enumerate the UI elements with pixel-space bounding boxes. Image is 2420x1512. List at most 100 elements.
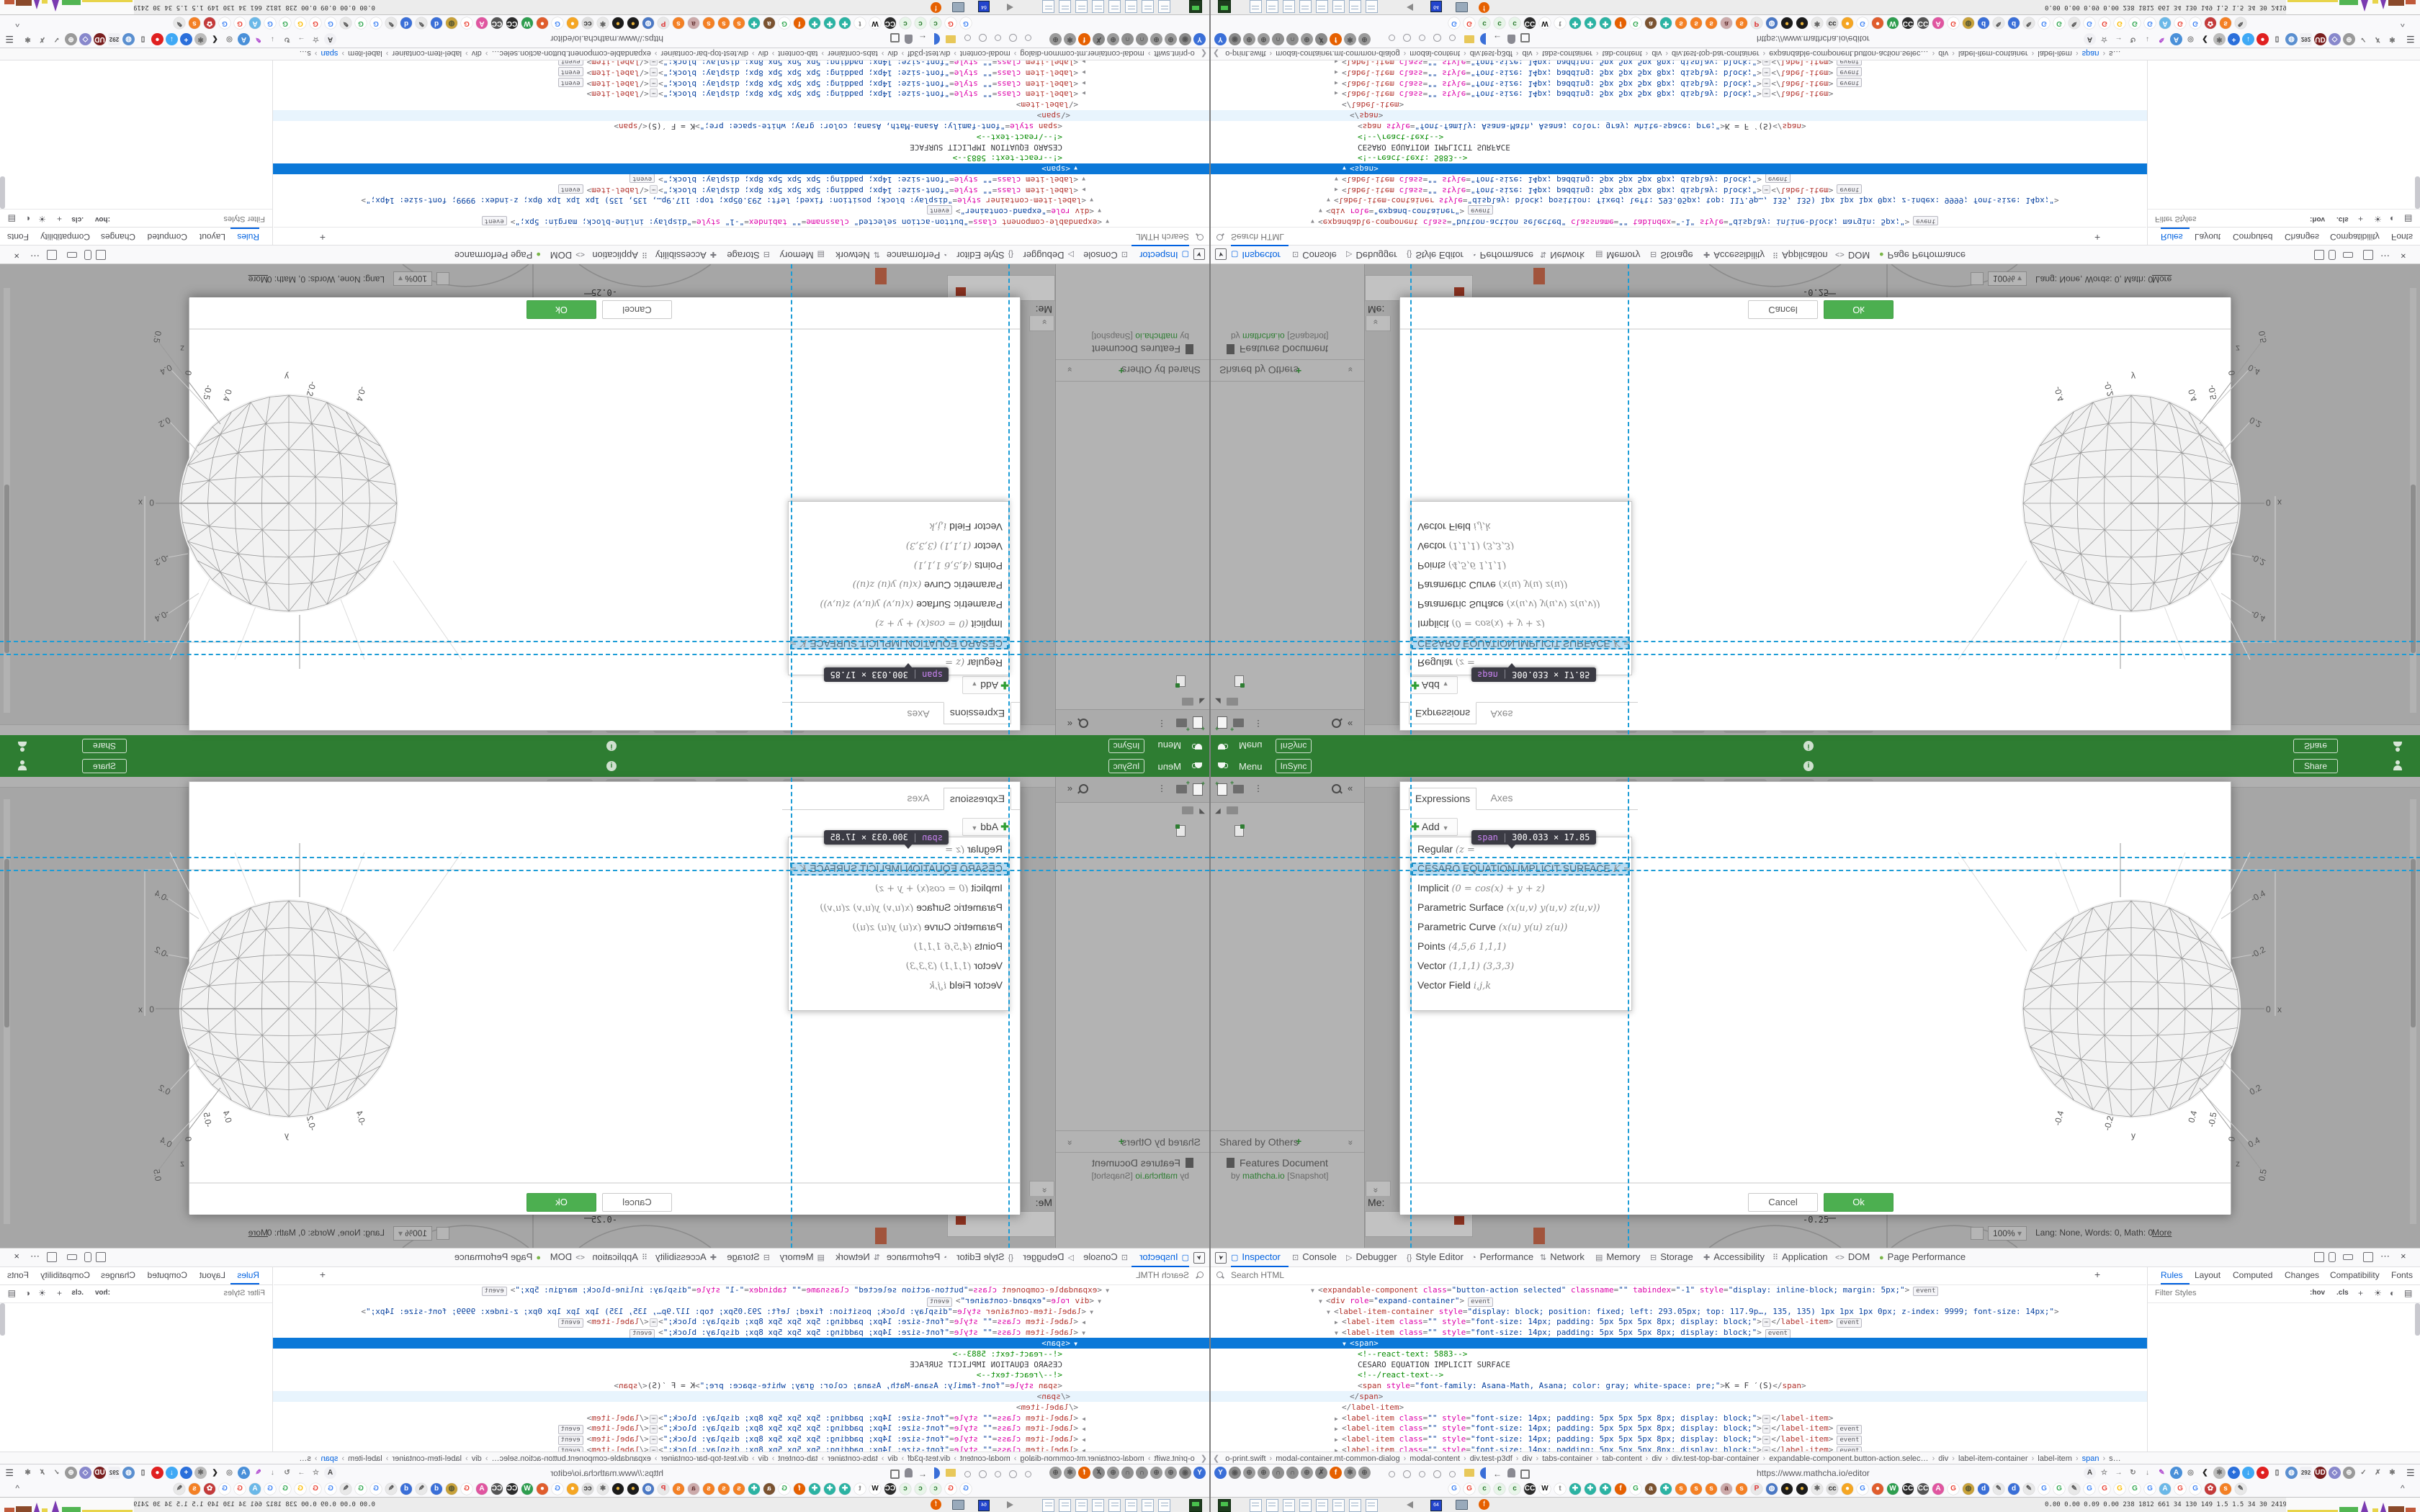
pick-element-icon[interactable]	[1193, 1252, 1205, 1264]
folder-icon[interactable]	[946, 1469, 956, 1477]
pseudo-class-toggle[interactable]: :hov	[94, 1289, 110, 1297]
bookmark-favicon[interactable]: ●	[567, 17, 578, 29]
extension-icon[interactable]: ✎	[252, 33, 264, 45]
extension-icon[interactable]: ✗	[1315, 1467, 1327, 1479]
extension-icon[interactable]: →	[295, 33, 308, 45]
markup-line[interactable]: ▶<label-item class="" style="font-size: …	[1211, 60, 2147, 68]
bookmark-favicon[interactable]: G	[1630, 1483, 1641, 1495]
print-sim-icon[interactable]: ▤	[7, 214, 16, 224]
bookmark-favicon[interactable]: s	[1736, 1483, 1747, 1495]
new-folder-icon[interactable]: +	[1230, 780, 1244, 793]
bookmark-favicon[interactable]: G	[1948, 17, 1959, 29]
chat-collapse-tab[interactable]: »	[1029, 1181, 1054, 1196]
extension-icon[interactable]: ∩	[1286, 1467, 1299, 1479]
back-arrow-icon[interactable]: ←	[1493, 1469, 1502, 1479]
search-icon[interactable]	[1079, 784, 1088, 793]
dropdown-item-vector-field[interactable]: Vector Field i,j,k	[928, 521, 1003, 533]
bookmark-favicon[interactable]: d	[2008, 1483, 2020, 1495]
markup-line[interactable]: <!--/react-text-->	[976, 1370, 1062, 1380]
extension-icon[interactable]: ⊕	[1150, 33, 1162, 45]
bookmark-favicon[interactable]: ✱	[1811, 1483, 1823, 1495]
breadcrumb-item[interactable]: span	[321, 1454, 339, 1463]
bookmark-favicon[interactable]: G	[219, 17, 230, 29]
breadcrumb-item[interactable]: div.test-p3df	[908, 1454, 951, 1463]
ok-button[interactable]: Ok	[526, 1193, 596, 1212]
tab-axes[interactable]: Axes	[907, 792, 930, 804]
bookmark-favicon[interactable]: CC	[1917, 1483, 1929, 1495]
dark-scheme-icon[interactable]: ◐	[24, 1288, 30, 1298]
devtools-tab-accessibility[interactable]: ✚Accessibility	[1703, 250, 1765, 261]
taskbar-window-button[interactable]	[1125, 1499, 1137, 1512]
bookmark-favicon[interactable]: G	[960, 17, 972, 29]
ruler-icon[interactable]	[67, 252, 77, 258]
extension-icon[interactable]: UD	[2314, 33, 2326, 45]
breadcrumb-item[interactable]: modal-content	[959, 1454, 1010, 1463]
extension-icon[interactable]: ◍	[2285, 1467, 2298, 1479]
bookmark-favicon[interactable]: ✚	[1585, 17, 1596, 29]
print-sim-icon[interactable]: ▤	[2404, 214, 2413, 224]
tab-dot-icon[interactable]	[1403, 34, 1411, 42]
markup-line[interactable]: ▶<label-item class="" style="font-size: …	[1211, 1316, 2147, 1328]
floppy64-icon[interactable]: 64	[978, 1500, 990, 1511]
breadcrumb-item[interactable]: o-print.swift	[1225, 1454, 1266, 1463]
markup-line[interactable]: ▶<label-item class="" style="font-size: …	[273, 77, 1209, 89]
breadcrumb-item[interactable]: div	[1938, 1454, 1949, 1463]
dropdown-item-parametric-curve[interactable]: Parametric Curve (x(u) y(u) z(u))	[852, 579, 1003, 591]
fullscreen-icon[interactable]	[1971, 1227, 1984, 1240]
tab-expressions[interactable]: Expressions	[1409, 788, 1476, 810]
bookmark-favicon[interactable]: G	[2174, 1483, 2186, 1495]
bookmark-favicon[interactable]: ●	[1872, 17, 1883, 29]
breadcrumb-item[interactable]: div.test-p3df	[1469, 1454, 1512, 1463]
plot3d-preview[interactable]: -0.4 -0.2 0 x 0.2 0.4 -0.4 -0.2 y 0.4 -0…	[0, 309, 609, 701]
bookmark-favicon[interactable]: a	[688, 17, 699, 29]
extension-icon[interactable]: 292	[2300, 33, 2312, 45]
search-html-input[interactable]	[972, 1269, 1191, 1281]
bookmark-favicon[interactable]: G	[219, 1483, 230, 1495]
shared-by-others-section[interactable]: Shared by Others + »	[1056, 1130, 1209, 1153]
meatball-menu-icon[interactable]: ⋯	[30, 1251, 40, 1261]
devtools-tab-debugger[interactable]: ▷Debugger	[1023, 1251, 1074, 1262]
bookmark-favicon[interactable]: G	[370, 17, 382, 29]
document-icon[interactable]	[1176, 825, 1186, 837]
markup-line[interactable]: </span>	[273, 1391, 1209, 1402]
half-moon-icon[interactable]	[1480, 33, 1486, 45]
markup-line[interactable]: <!--react-text: 5883-->	[1358, 1349, 1468, 1359]
dropdown-item-regular[interactable]: Regular (z =	[1417, 843, 1475, 855]
folder-icon[interactable]	[1227, 806, 1238, 814]
extension-icon[interactable]: →	[2112, 1467, 2125, 1479]
breadcrumb-item[interactable]: expandable-component.button-action.selec…	[1769, 49, 1929, 58]
bookmark-favicon[interactable]: G	[279, 1483, 291, 1495]
page-scrollbar-thumb[interactable]	[2411, 859, 2416, 1027]
search-html-input[interactable]	[972, 231, 1191, 243]
firefox-icon[interactable]: f	[1479, 1499, 1489, 1510]
bookmark-favicon[interactable]: G	[2038, 17, 2050, 29]
markup-line[interactable]: </label-item>	[1016, 100, 1078, 110]
breadcrumb-item[interactable]: expandable-component.button-action.selec…	[491, 49, 651, 58]
taskbar-window-button[interactable]	[1042, 0, 1054, 13]
bookmark-favicon[interactable]: CC	[1524, 17, 1536, 29]
dropdown-item-points[interactable]: Points (4,5,6 1,1,1)	[913, 559, 1003, 572]
collapse-sidebar-icon[interactable]: «	[1348, 719, 1353, 729]
devtools-tab-application[interactable]: ⠿Application	[592, 250, 647, 261]
bookmark-favicon[interactable]: ✎	[2235, 17, 2246, 29]
search-icon[interactable]	[1332, 719, 1341, 728]
extension-icon[interactable]: ●	[151, 33, 163, 45]
menu-button[interactable]: Menu	[1157, 740, 1181, 751]
search-html-input[interactable]	[1229, 1269, 1448, 1281]
extension-icon[interactable]: A	[2170, 1467, 2182, 1479]
devtools-tab-performance[interactable]: ◔Performance	[1471, 250, 1534, 261]
devtools-tab-network[interactable]: ⇅Network	[1540, 1251, 1585, 1262]
devtools-tab-memory[interactable]: ▤Memory	[1595, 250, 1641, 261]
extension-icon[interactable]: ↻	[2127, 1467, 2139, 1479]
markup-line[interactable]: CESARO EQUATION IMPLICIT SURFACE	[910, 1359, 1062, 1369]
extension-icon[interactable]: ✓	[50, 1467, 63, 1479]
extension-icon[interactable]: ◇	[2329, 33, 2341, 45]
markup-line[interactable]: ▼<span>	[273, 163, 1209, 174]
light-scheme-icon[interactable]: ☀	[38, 1288, 46, 1298]
breadcrumb-item[interactable]: div.test-p3df	[1469, 49, 1512, 58]
bookmark-favicon[interactable]: G	[2099, 17, 2110, 29]
breadcrumb-item[interactable]: tabs-container	[1542, 49, 1592, 58]
document-icon[interactable]	[1234, 675, 1244, 687]
breadcrumb-item[interactable]: s…	[299, 1454, 311, 1463]
bookmark-favicon[interactable]: ✚	[1569, 17, 1581, 29]
